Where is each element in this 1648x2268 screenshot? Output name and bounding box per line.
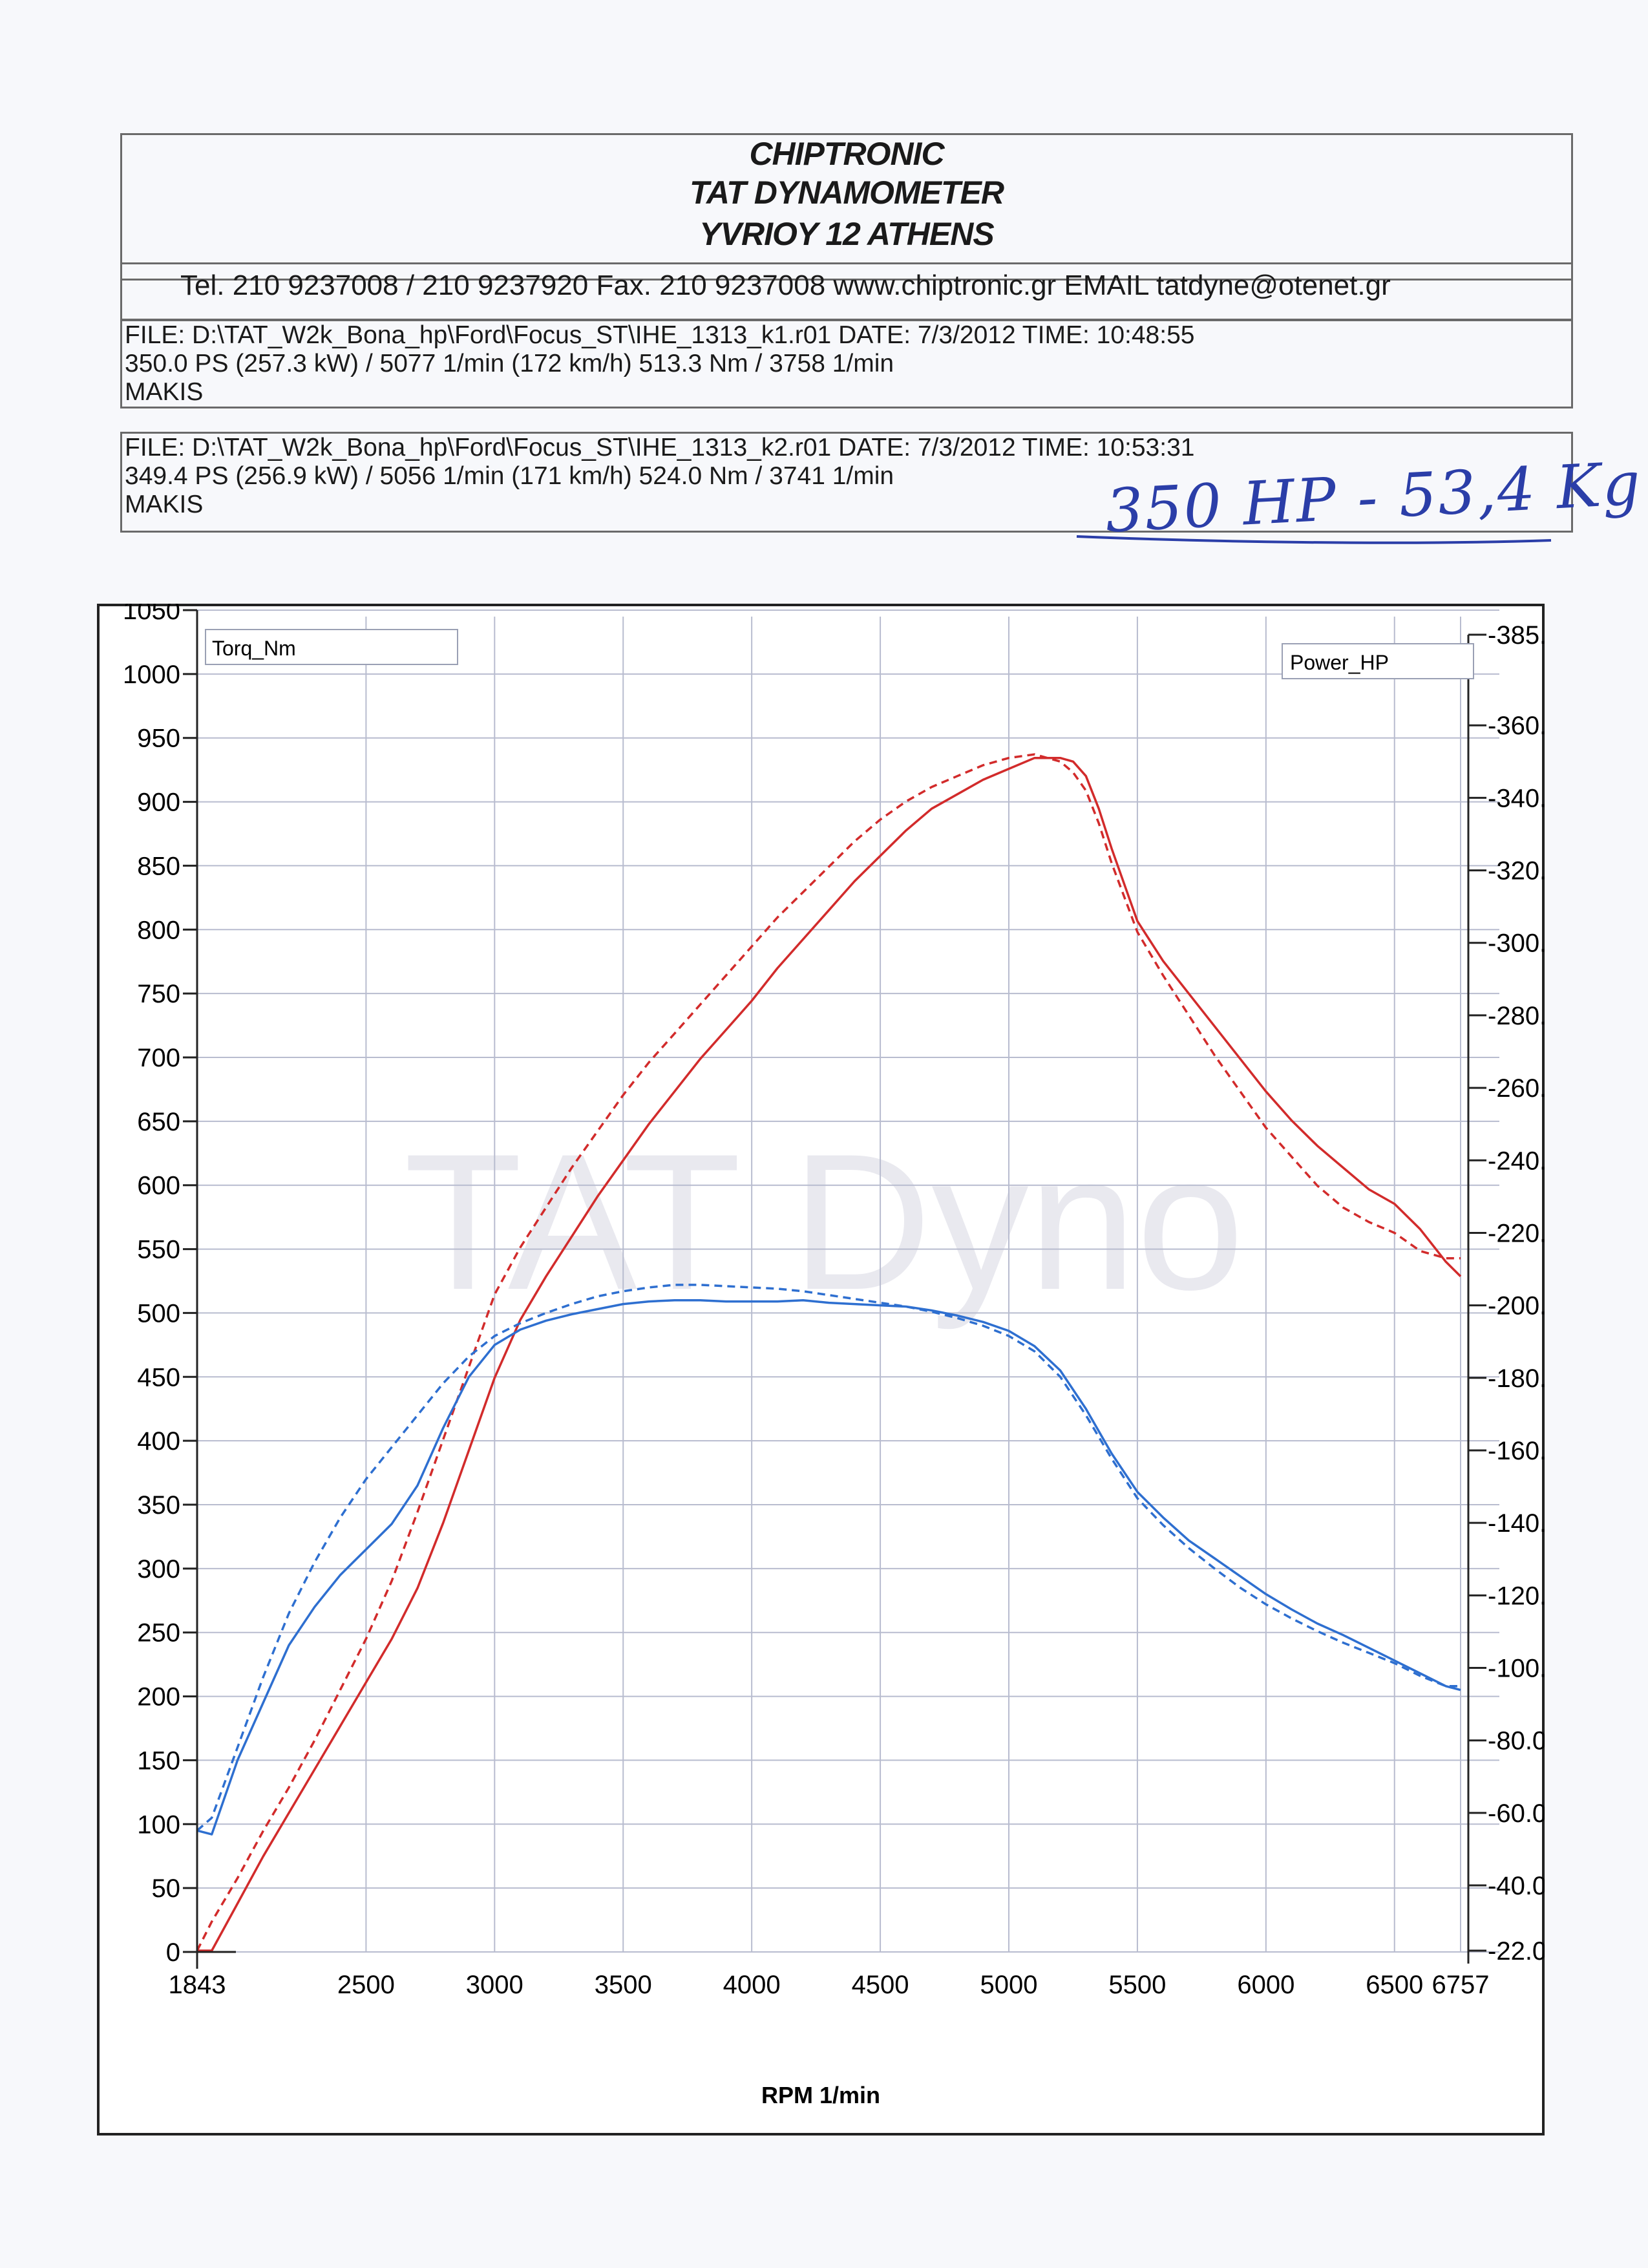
- y-right-tick-label: -320.0: [1488, 857, 1545, 885]
- y-right-tick-label: -22.0: [1488, 1937, 1545, 1966]
- y-right-tick-label: -360.0: [1488, 712, 1545, 740]
- y-left-tick-label: 750: [137, 980, 180, 1008]
- torque-legend-label: Torq_Nm: [212, 637, 296, 660]
- run-1-file: FILE: D:\TAT_W2k_Bona_hp\Ford\Focus_ST\I…: [125, 321, 1195, 349]
- y-right-tick-label: -60.0: [1488, 1799, 1545, 1828]
- series-layer: [196, 753, 1462, 1952]
- axes: 1843 2500 3000 3500 4000 4500 5000 5500 6000 6500…: [123, 604, 1545, 1999]
- chart-frame: [97, 604, 1545, 2136]
- y-right-tick-label: -240.0: [1488, 1147, 1545, 1175]
- address: YVRIOY 12 ATHENS: [699, 216, 994, 252]
- x-tick-label: 5500: [1108, 1971, 1166, 1999]
- y-right-tick-label: -200.0: [1488, 1292, 1545, 1320]
- y-right-tick-label: -40.0: [1488, 1872, 1545, 1900]
- y-left-tick-label: 350: [137, 1491, 180, 1520]
- report-header: CHIPTRONIC TAT DYNAMOMETER YVRIOY 12 ATH…: [120, 133, 1573, 281]
- y-left-tick-label: 50: [152, 1874, 181, 1903]
- y-left-tick-label: 0: [166, 1938, 180, 1967]
- y-right-tick-label: -140.0: [1488, 1509, 1545, 1538]
- y-left-tick-label: 950: [137, 725, 180, 753]
- x-tick-label: 6757: [1432, 1971, 1490, 1999]
- x-tick-label: 4500: [852, 1971, 909, 1999]
- power-curve-run-2: [196, 753, 1461, 1951]
- y-left-tick-label: 1000: [123, 661, 180, 689]
- power-curve-run-1: [197, 756, 1462, 1952]
- y-left-tick-label: 850: [137, 852, 180, 880]
- run-2-file: FILE: D:\TAT_W2k_Bona_hp\Ford\Focus_ST\I…: [125, 434, 1195, 461]
- contact-text: Tel. 210 9237008 / 210 9237920 Fax. 210 …: [180, 270, 1391, 301]
- y-right-tick-label: -340.0: [1488, 784, 1545, 812]
- torque-curve-run-1: [196, 1298, 1461, 1836]
- watermark: TAT Dyno: [404, 1113, 1244, 1331]
- y-right-tick-label: -80.0: [1488, 1727, 1545, 1755]
- y-left-tick-label: 300: [137, 1555, 180, 1584]
- x-tick-label: 3500: [595, 1971, 652, 1999]
- dyno-name: TAT DYNAMOMETER: [690, 175, 1004, 211]
- y-left-tick-label: 1050: [123, 604, 180, 625]
- x-axis-label: RPM 1/min: [761, 2082, 880, 2108]
- power-legend: Power_HP: [1282, 643, 1474, 679]
- y-left-tick-label: 800: [137, 916, 180, 944]
- x-tick-label: 5000: [980, 1971, 1037, 1999]
- y-right-tick-label: -220.0: [1488, 1219, 1545, 1247]
- power-legend-label: Power_HP: [1290, 651, 1389, 674]
- y-left-tick-label: 700: [137, 1044, 180, 1072]
- y-right-tick-label: -180.0: [1488, 1364, 1545, 1393]
- run-2-info: FILE: D:\TAT_W2k_Bona_hp\Ford\Focus_ST\I…: [120, 432, 1573, 533]
- y-left-tick-label: 150: [137, 1746, 180, 1775]
- y-right-tick-label: -120.0: [1488, 1582, 1545, 1610]
- y-right-tick-label: -280.0: [1488, 1002, 1545, 1030]
- run-1-operator: MAKIS: [125, 378, 204, 406]
- y-left-tick-label: 400: [137, 1427, 180, 1456]
- x-tick-label: 4000: [723, 1971, 781, 1999]
- run-1-result: 350.0 PS (257.3 kW) / 5077 1/min (172 km…: [125, 350, 894, 377]
- y-left-tick-label: 900: [137, 789, 180, 817]
- x-tick-label: 1843: [169, 1971, 226, 1999]
- y-left-tick-label: 650: [137, 1108, 180, 1136]
- handwritten-underline: [1076, 535, 1552, 544]
- y-right-tick-label: -385.0: [1488, 621, 1545, 650]
- y-left-tick-label: 550: [137, 1236, 180, 1264]
- torque-legend: Torq_Nm: [205, 629, 458, 665]
- y-left-tick-label: 450: [137, 1363, 180, 1392]
- y-left-tick-label: 100: [137, 1810, 180, 1839]
- y-right-tick-label: -260.0: [1488, 1074, 1545, 1103]
- y-left-tick-label: 250: [137, 1619, 180, 1648]
- dyno-chart: TAT Dyno 1843 2500 3000 3500 4000 4500 5000 550…: [97, 604, 1545, 2136]
- x-tick-label: 6000: [1237, 1971, 1294, 1999]
- run-1-info: FILE: D:\TAT_W2k_Bona_hp\Ford\Focus_ST\I…: [120, 319, 1573, 408]
- x-tick-label: 6500: [1366, 1971, 1423, 1999]
- run-2-result: 349.4 PS (256.9 kW) / 5056 1/min (171 km…: [125, 462, 894, 490]
- y-right-tick-label: -300.0: [1488, 929, 1545, 958]
- y-left-tick-label: 500: [137, 1299, 180, 1328]
- x-tick-label: 3000: [466, 1971, 523, 1999]
- y-left-tick-label: 600: [137, 1172, 180, 1200]
- y-right-tick-label: -100.0: [1488, 1655, 1545, 1683]
- y-left-tick-label: 200: [137, 1683, 180, 1712]
- contact-row: Tel. 210 9237008 / 210 9237920 Fax. 210 …: [120, 262, 1573, 321]
- y-right-tick-label: -160.0: [1488, 1437, 1545, 1465]
- company-name: CHIPTRONIC: [749, 136, 944, 172]
- run-2-operator: MAKIS: [125, 491, 204, 518]
- x-tick-label: 2500: [337, 1971, 395, 1999]
